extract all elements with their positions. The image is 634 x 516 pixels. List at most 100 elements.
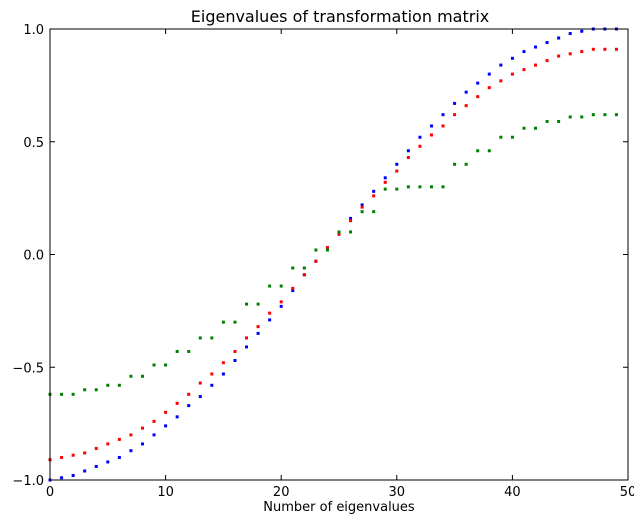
data-point	[360, 203, 364, 207]
data-point	[106, 442, 110, 446]
data-point	[557, 54, 561, 58]
data-point	[603, 47, 607, 51]
data-point	[487, 72, 491, 76]
data-point	[245, 302, 249, 306]
data-point	[534, 63, 538, 67]
data-point	[337, 232, 341, 236]
data-points	[48, 27, 618, 482]
data-point	[164, 410, 168, 414]
data-point	[268, 318, 272, 322]
data-point	[614, 113, 618, 117]
data-point	[117, 455, 121, 459]
data-point	[164, 363, 168, 367]
data-point	[83, 451, 87, 455]
data-point	[614, 47, 618, 51]
data-point	[453, 162, 457, 166]
data-point	[256, 325, 260, 329]
data-point	[187, 404, 191, 408]
data-point	[349, 230, 353, 234]
data-point	[175, 415, 179, 419]
data-point	[349, 216, 353, 220]
data-point	[487, 86, 491, 90]
data-point	[510, 135, 514, 139]
data-point	[175, 401, 179, 405]
data-point	[198, 336, 202, 340]
y-tick-label: 0.0	[23, 249, 44, 264]
data-point	[210, 336, 214, 340]
data-point	[429, 133, 433, 137]
data-point	[233, 320, 237, 324]
data-point	[175, 349, 179, 353]
data-point	[117, 437, 121, 441]
data-point	[302, 273, 306, 277]
data-point	[395, 162, 399, 166]
data-point	[106, 383, 110, 387]
data-point	[268, 284, 272, 288]
data-point	[406, 185, 410, 189]
data-point	[349, 219, 353, 223]
data-point	[140, 374, 144, 378]
data-point	[233, 349, 237, 353]
x-axis: 0 10 20 30 40 50	[46, 29, 634, 500]
data-point	[476, 95, 480, 99]
data-point	[117, 383, 121, 387]
data-point	[140, 426, 144, 430]
data-point	[545, 59, 549, 63]
data-point	[591, 113, 595, 117]
data-point	[499, 63, 503, 67]
x-tick-label: 10	[157, 485, 174, 500]
data-point	[198, 381, 202, 385]
data-point	[383, 180, 387, 184]
data-point	[187, 349, 191, 353]
data-point	[534, 45, 538, 49]
y-tick-label: 1.0	[23, 23, 44, 38]
data-point	[60, 455, 64, 459]
data-point	[395, 169, 399, 173]
x-tick-label: 0	[46, 485, 54, 500]
data-point	[302, 266, 306, 270]
data-point	[360, 210, 364, 214]
data-point	[453, 113, 457, 117]
y-tick-label: −0.5	[12, 361, 44, 376]
data-point	[545, 41, 549, 45]
y-axis: −1.0 −0.5 0.0 0.5 1.0	[12, 23, 628, 489]
data-point	[279, 284, 283, 288]
data-point	[60, 476, 64, 480]
data-point	[187, 392, 191, 396]
data-point	[94, 446, 98, 450]
data-point	[580, 115, 584, 119]
data-point	[71, 473, 75, 477]
data-point	[557, 119, 561, 123]
data-point	[499, 79, 503, 83]
data-point	[476, 81, 480, 85]
data-point	[71, 453, 75, 457]
data-point	[291, 289, 295, 293]
data-point	[164, 424, 168, 428]
data-point	[245, 345, 249, 349]
data-point	[325, 246, 329, 250]
data-point	[522, 50, 526, 54]
x-tick-label: 50	[620, 485, 634, 500]
data-point	[557, 36, 561, 40]
x-tick-label: 30	[389, 485, 406, 500]
data-point	[522, 126, 526, 130]
data-point	[210, 383, 214, 387]
data-point	[429, 124, 433, 128]
x-tick-label: 40	[504, 485, 521, 500]
y-tick-label: −1.0	[12, 474, 44, 489]
data-point	[372, 189, 376, 193]
data-point	[221, 361, 225, 365]
data-point	[325, 248, 329, 252]
data-point	[152, 363, 156, 367]
data-point	[198, 395, 202, 399]
data-point	[383, 187, 387, 191]
data-point	[129, 374, 133, 378]
data-point	[580, 50, 584, 54]
data-point	[372, 210, 376, 214]
data-point	[291, 286, 295, 290]
data-point	[83, 388, 87, 392]
data-point	[129, 449, 133, 453]
x-axis-label: Number of eigenvalues	[263, 500, 415, 515]
data-point	[476, 149, 480, 153]
